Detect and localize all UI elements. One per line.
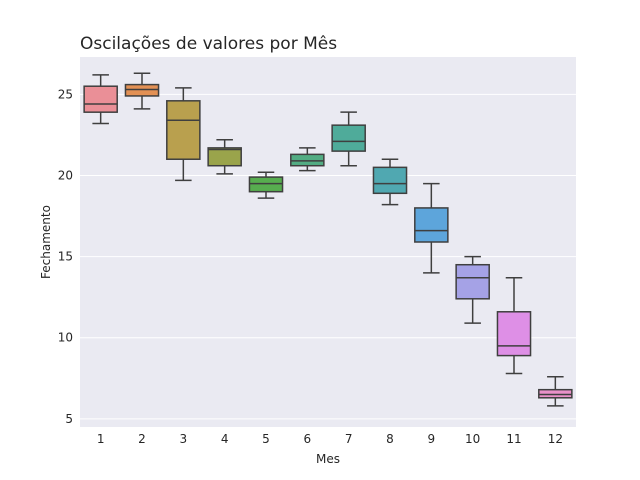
- x-tick-label: 7: [345, 432, 353, 446]
- x-tick-label: 6: [304, 432, 312, 446]
- x-tick-label: 9: [428, 432, 436, 446]
- y-tick-label: 5: [65, 412, 73, 426]
- box-iqr: [414, 207, 449, 243]
- box-iqr: [538, 388, 573, 399]
- x-axis-label: Mes: [316, 452, 340, 466]
- box-iqr: [83, 85, 118, 113]
- box-iqr: [455, 263, 490, 300]
- y-tick-labels: 5 10 15 20 25: [58, 87, 73, 426]
- x-tick-label: 12: [548, 432, 563, 446]
- grid-lines: [80, 93, 576, 420]
- box-iqr: [207, 147, 242, 167]
- x-tick-label: 1: [97, 432, 105, 446]
- plot-background: [80, 57, 576, 427]
- x-tick-label: 4: [221, 432, 229, 446]
- x-tick-label: 5: [262, 432, 270, 446]
- box-iqr: [496, 311, 532, 357]
- box-iqr: [124, 83, 160, 97]
- x-tick-label: 3: [180, 432, 188, 446]
- x-tick-label: 10: [465, 432, 480, 446]
- x-tick-label: 8: [386, 432, 394, 446]
- y-tick-label: 20: [58, 168, 73, 182]
- x-tick-labels: 1 2 3 4 5 6 7 8 9 10 11 12: [97, 432, 563, 446]
- box-iqr: [166, 100, 201, 160]
- box-group: [83, 72, 573, 407]
- box-iqr: [372, 166, 408, 195]
- box-iqr: [331, 124, 366, 152]
- box-iqr: [290, 153, 325, 167]
- x-tick-label: 2: [138, 432, 146, 446]
- chart-title: Oscilações de valores por Mês: [80, 34, 337, 54]
- y-tick-label: 10: [58, 331, 73, 345]
- y-axis-label: Fechamento: [39, 205, 53, 279]
- x-tick-label: 11: [506, 432, 521, 446]
- box-iqr: [248, 176, 284, 193]
- y-tick-label: 15: [58, 250, 73, 264]
- y-tick-label: 25: [58, 87, 73, 101]
